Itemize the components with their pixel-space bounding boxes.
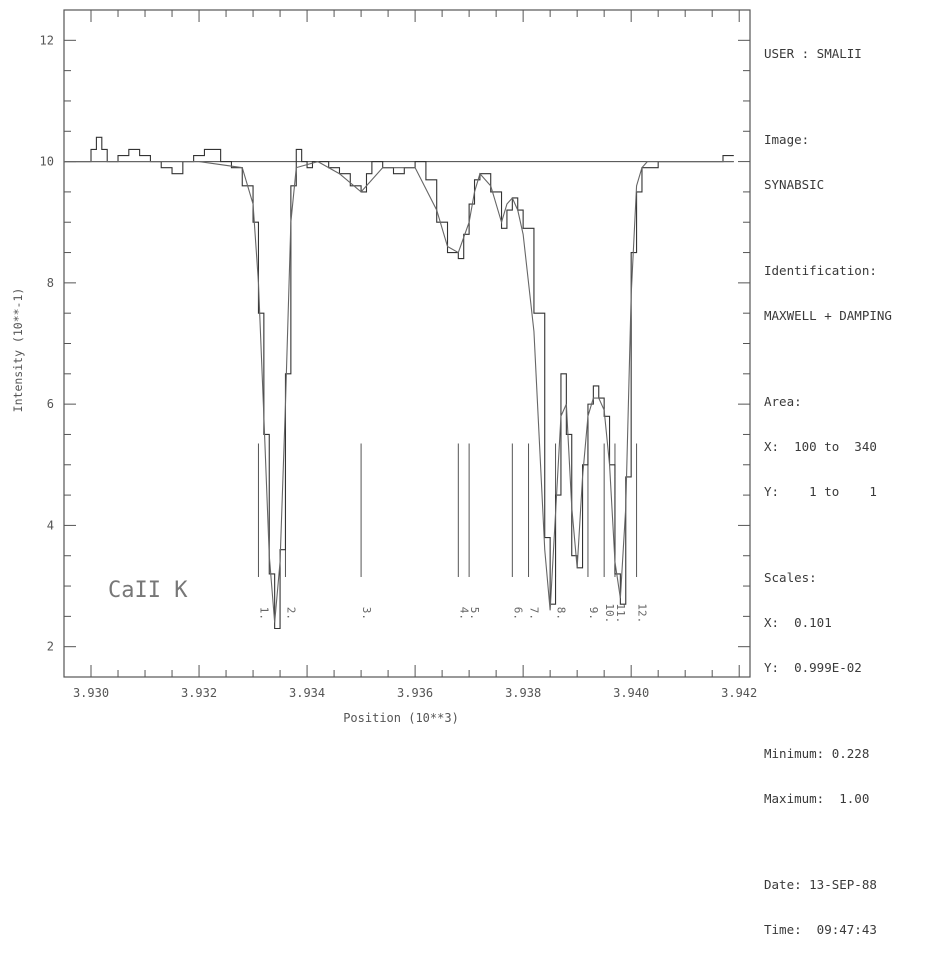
identification-label: Identification: [764,263,877,278]
date-value: Date: 13-SEP-88 [764,877,877,892]
area-y: Y: 1 to 1 [764,484,877,499]
y-axis-ticks: 2 4 6 8 10 12 [40,33,750,654]
x-tick-label: 3.934 [289,686,325,700]
component-marker-label: 3. [360,607,373,620]
observed-spectrum-line [64,136,734,630]
component-marker-label: 7. [528,607,541,620]
x-tick-label: 3.942 [721,686,757,700]
plot-frame [63,9,751,678]
scales-x: X: 0.101 [764,615,832,630]
component-marker-label: 8. [555,607,568,620]
caii-k-annotation: CaII K [108,578,188,603]
y-tick-label: 12 [40,33,54,47]
x-tick-label: 3.932 [181,686,217,700]
area-x: X: 100 to 340 [764,439,877,454]
scales-label: Scales: [764,570,817,585]
component-marker-label: 6. [511,607,524,620]
y-tick-label: 2 [47,640,54,654]
component-marker-label: 1. [257,607,270,620]
maximum-value: Maximum: 1.00 [764,791,870,806]
y-tick-label: 10 [40,155,54,169]
scales-block: Scales: X: 0.101 Y: 0.999E-02 [764,540,934,705]
identification-block: Identification: MAXWELL + DAMPING [764,233,934,353]
component-marker-label: 4. [457,607,470,620]
user-line: USER : SMALII [764,46,862,61]
image-label: Image: [764,132,810,147]
time-value: Time: 09:47:43 [764,922,877,937]
component-marker-label: 11. [614,603,627,623]
component-marker-label: 5. [468,607,481,620]
y-tick-label: 8 [47,276,54,290]
x-tick-label: 3.940 [613,686,649,700]
x-axis-label: Position (10**3) [343,711,459,725]
x-axis-ticks: 3.930 3.932 3.934 3.936 3.938 3.940 3.942 [63,10,757,700]
area-block: Area: X: 100 to 340 Y: 1 to 1 [764,364,934,529]
y-tick-label: 4 [47,518,54,532]
x-tick-label: 3.938 [505,686,541,700]
identification-value: MAXWELL + DAMPING [764,308,892,323]
image-block: Image: SYNABSIC [764,102,934,222]
spectrum-plot: 3.930 3.932 3.934 3.936 3.938 3.940 3.942 2 4 6 8… [11,9,757,725]
component-marker-label: 9. [587,607,600,620]
component-marker-label: 2. [284,607,297,620]
line-markers: 1. 2. 3. 4.5. 6. 7. 8. 9. 10.11. 12. [257,443,649,623]
x-tick-label: 3.930 [73,686,109,700]
y-axis-label: Intensity (10**-1) [11,288,25,413]
datetime-block: Date: 13-SEP-88 Time: 09:47:43 [764,847,934,967]
component-marker-label: 12. [636,603,649,623]
x-tick-label: 3.936 [397,686,433,700]
area-label: Area: [764,394,802,409]
y-tick-label: 6 [47,397,54,411]
minimum-value: Minimum: 0.228 [764,746,870,761]
info-panel: USER : SMALII Image: SYNABSIC Identifica… [764,16,934,978]
minmax-block: Minimum: 0.228 Maximum: 1.00 [764,716,934,836]
component-marker-label: 10. [603,603,616,623]
image-value: SYNABSIC [764,177,825,192]
scales-y: Y: 0.999E-02 [764,660,862,675]
series-group [64,136,734,630]
fitted-profile-line [64,160,734,623]
user-block: USER : SMALII [764,16,934,91]
